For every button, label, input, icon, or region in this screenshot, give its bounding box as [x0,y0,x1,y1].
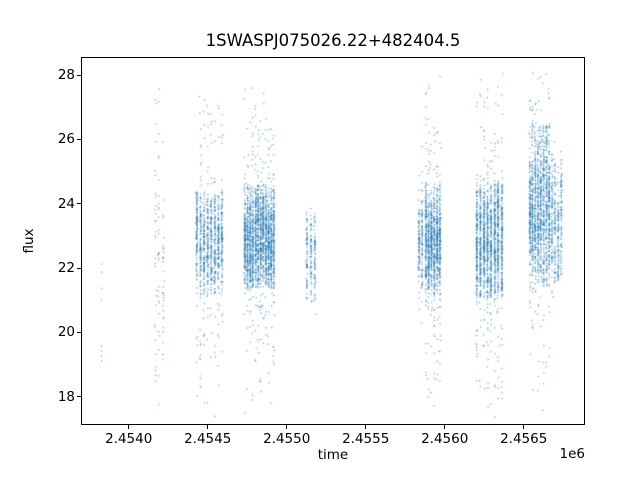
y-tick-mark [77,267,81,269]
y-tick-mark [77,331,81,333]
x-tick-label: 2.4565 [500,431,548,447]
y-tick-mark [77,203,81,205]
chart-title: 1SWASPJ075026.22+482404.5 [205,31,461,50]
y-tick-label: 26 [57,131,75,148]
x-tick-label: 2.4560 [421,431,469,447]
y-tick-mark [77,396,81,398]
x-tick-mark [286,425,288,429]
y-tick-label: 20 [57,324,75,341]
y-tick-label: 18 [57,388,75,405]
x-tick-label: 2.4550 [263,431,311,447]
y-tick-label: 22 [57,260,75,277]
x-tick-mark [207,425,209,429]
x-tick-mark [365,425,367,429]
y-tick-mark [77,74,81,76]
x-tick-label: 2.4545 [184,431,232,447]
x-tick-label: 2.4555 [342,431,390,447]
y-axis-label: flux [21,228,37,254]
plot-area [81,57,586,426]
x-tick-mark [444,425,446,429]
x-axis-offset-label: 1e6 [559,446,585,462]
x-axis-label: time [317,447,349,463]
y-tick-label: 24 [57,195,75,212]
x-tick-mark [128,425,130,429]
x-tick-label: 2.4540 [105,431,153,447]
y-tick-label: 28 [57,67,75,83]
scatter-points-canvas [82,58,586,426]
x-tick-mark [523,425,525,429]
y-tick-mark [77,138,81,140]
